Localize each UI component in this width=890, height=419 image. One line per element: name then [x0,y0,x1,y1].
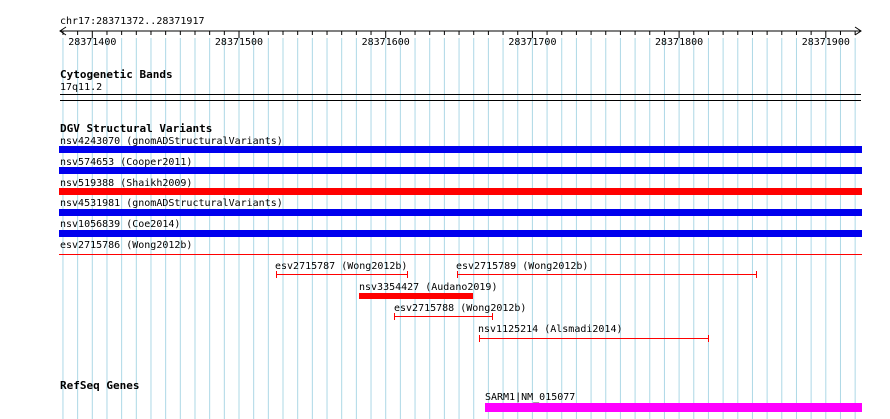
variant-label: nsv3354427 (Audano2019) [359,282,497,293]
dgv-feature[interactable]: nsv1056839 (Coe2014) [59,219,862,237]
variant-bar[interactable] [59,167,862,174]
variant-label: nsv4243070 (gnomADStructuralVariants) [60,136,283,147]
cytoband-label: 17q11.2 [60,82,102,93]
refseq-track-title: RefSeq Genes [60,379,139,392]
cytoband-track-title: Cytogenetic Bands [60,68,173,81]
dgv-feature[interactable]: esv2715788 (Wong2012b) [394,303,526,320]
dgv-feature[interactable]: esv2715787 (Wong2012b) [275,261,408,278]
variant-label: nsv1056839 (Coe2014) [60,219,180,230]
dgv-feature[interactable]: nsv4243070 (gnomADStructuralVariants) [59,136,862,153]
ruler-tick-label: 28371800 [655,37,703,48]
variant-bar[interactable] [59,146,862,153]
ruler-tick-label: 28371900 [802,37,850,48]
dgv-feature[interactable]: nsv519388 (Shaikh2009) [59,178,862,195]
dgv-feature[interactable]: nsv3354427 (Audano2019) [359,282,497,299]
gene-label: SARM1|NM_015077 [485,392,575,403]
ruler-left-arrow [59,26,67,36]
dgv-feature[interactable]: esv2715789 (Wong2012b) [456,261,757,278]
variant-label: esv2715786 (Wong2012b) [60,240,192,251]
ruler-right-arrow [854,26,862,36]
variant-bar[interactable] [59,230,862,237]
variant-bar[interactable] [359,293,473,299]
dgv-feature[interactable]: esv2715786 (Wong2012b) [59,240,862,255]
variant-bar[interactable] [59,209,862,216]
variant-label: esv2715788 (Wong2012b) [394,303,526,314]
dgv-feature[interactable]: nsv4531981 (gnomADStructuralVariants) [59,198,862,216]
variant-label: nsv4531981 (gnomADStructuralVariants) [60,198,283,209]
ruler-tick-label: 28371500 [215,37,263,48]
gene-bar[interactable] [485,403,862,412]
ruler-tick-label: 28371400 [68,37,116,48]
ruler-tick-label: 28371600 [362,37,410,48]
region-label: chr17:28371372..28371917 [60,16,205,27]
dgv-feature[interactable]: nsv574653 (Cooper2011) [59,157,862,174]
variant-label: esv2715787 (Wong2012b) [275,261,407,272]
variant-label: nsv519388 (Shaikh2009) [60,178,192,189]
variant-bar[interactable] [59,188,862,195]
dgv-track-title: DGV Structural Variants [60,122,212,135]
variant-label: nsv574653 (Cooper2011) [60,157,192,168]
grid-lines [62,38,856,419]
variant-label: esv2715789 (Wong2012b) [456,261,588,272]
variant-label: nsv1125214 (Alsmadi2014) [478,324,623,335]
gene-feature[interactable]: SARM1|NM_015077 [485,392,862,412]
ruler-tick-label: 28371700 [508,37,556,48]
ruler: 28371400 28371500 28371600 28371700 28371800… [59,26,862,48]
dgv-feature[interactable]: nsv1125214 (Alsmadi2014) [478,324,709,342]
